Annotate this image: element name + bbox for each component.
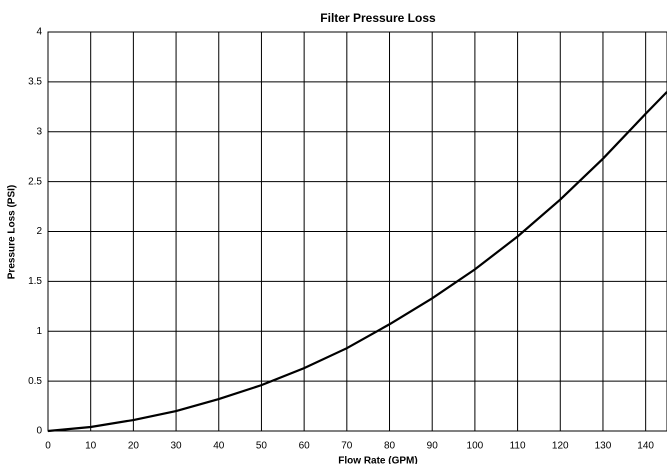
x-axis-label: Flow Rate (GPM) — [338, 456, 417, 464]
y-axis-label: Pressure Loss (PSI) — [7, 185, 18, 279]
x-tick-label: 0 — [45, 441, 51, 452]
y-tick-label: 0.5 — [28, 376, 42, 387]
x-tick-label: 40 — [213, 441, 225, 452]
y-tick-label: 2 — [36, 226, 42, 237]
data-line — [47, 91, 667, 433]
x-tick-label: 50 — [256, 441, 268, 452]
x-tick-label: 130 — [595, 441, 612, 452]
y-tick-label: 1 — [36, 326, 42, 337]
x-tick-label: 20 — [128, 441, 140, 452]
chart-title: Filter Pressure Loss — [320, 11, 436, 25]
y-tick-label: 0 — [36, 426, 42, 437]
x-tick-label: 120 — [552, 441, 569, 452]
x-tick-label: 30 — [171, 441, 183, 452]
y-tick-label: 3.5 — [28, 77, 42, 88]
x-tick-label: 60 — [299, 441, 311, 452]
y-tick-label: 1.5 — [28, 276, 42, 287]
x-tick-label: 70 — [341, 441, 353, 452]
plot-frame — [47, 31, 667, 432]
x-tick-label: 80 — [384, 441, 396, 452]
y-tick-label: 4 — [36, 27, 42, 38]
x-tick-label: 140 — [637, 441, 654, 452]
x-tick-label: 100 — [467, 441, 484, 452]
x-tick-label: 90 — [427, 441, 439, 452]
x-tick-label: 110 — [510, 441, 526, 452]
y-tick-label: 3 — [36, 126, 42, 137]
y-tick-label: 2.5 — [28, 176, 42, 187]
x-tick-label: 10 — [85, 441, 97, 452]
